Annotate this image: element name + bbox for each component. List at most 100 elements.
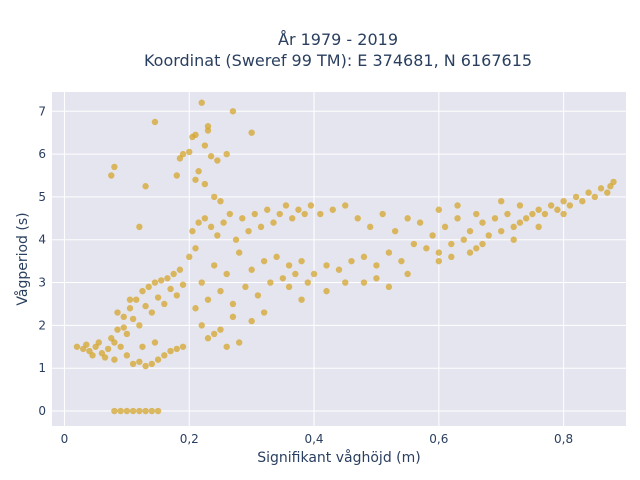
scatter-point [554,206,561,213]
scatter-point [154,294,162,301]
scatter-point [161,300,168,308]
scatter-point [435,249,443,256]
x-tick-label: 0,6 [429,432,448,446]
scatter-point [176,266,184,273]
scatter-point [201,215,209,222]
scatter-point [73,343,81,350]
scatter-point [360,279,368,286]
scatter-point [301,210,308,218]
scatter-point [591,193,599,201]
scatter-point [498,197,505,205]
scatter-point [429,232,436,239]
scatter-point [541,210,549,218]
scatter-point [610,178,617,186]
scatter-point [307,202,315,209]
scatter-point [248,129,255,136]
scatter-point [460,236,467,243]
scatter-point [226,210,234,218]
scatter-point [516,202,524,209]
scatter-point [151,118,159,126]
scatter-point [217,326,224,333]
scatter-point [117,343,124,350]
scatter-point [151,339,159,346]
scatter-point [466,249,474,256]
scatter-point [111,339,118,346]
scatter-point [248,266,255,273]
scatter-point [201,142,209,149]
scatter-point [157,277,165,284]
scatter-point [385,249,393,256]
scatter-point [354,215,361,222]
scatter-point [223,270,230,278]
scatter-point [195,168,202,175]
scatter-point [214,157,221,164]
scatter-point [192,131,199,139]
scatter-point [211,262,218,269]
scatter-point [189,227,196,235]
y-tick-label: 6 [38,147,46,161]
scatter-point [161,352,168,359]
scatter-point [479,240,486,248]
scatter-point [529,210,536,218]
scatter-point [148,309,156,316]
scatter-point [139,343,146,350]
scatter-point [148,360,156,368]
scatter-point [223,150,230,158]
y-tick-label: 1 [38,361,46,375]
scatter-point [145,283,152,291]
scatter-point [560,197,567,205]
y-tick-label: 4 [38,233,46,247]
scatter-point [148,407,156,415]
scatter-point [129,407,137,415]
scatter-point [298,257,305,265]
scatter-point [123,407,131,415]
y-tick-label: 2 [38,318,46,332]
scatter-points [73,99,617,415]
x-axis-title: Signifikant våghöjd (m) [257,449,420,466]
scatter-point [404,270,411,278]
scatter-point [217,287,224,295]
scatter-point [373,262,380,269]
y-axis-title: Vågperiod (s) [14,212,31,305]
scatter-point [235,249,243,256]
scatter-point [198,322,205,329]
scatter-point [329,206,336,213]
scatter-point [167,285,174,293]
scatter-point [217,197,224,205]
scatter-point [454,215,461,222]
scatter-point [273,253,280,261]
scatter-point [510,223,517,231]
scatter-point [295,206,302,213]
scatter-point [535,206,542,213]
scatter-point [198,279,205,286]
scatter-point [201,180,209,188]
scatter-point [289,215,296,222]
scatter-point [373,275,380,282]
scatter-point [142,407,149,415]
scatter-point [126,305,134,312]
scatter-point [104,345,112,353]
scatter-point [108,172,115,179]
scatter-point [379,210,386,218]
chart-title-line-1: År 1979 - 2019 [278,30,398,49]
scatter-point [498,227,505,235]
scatter-point [111,356,118,363]
scatter-point [126,296,134,303]
scatter-point [214,232,221,239]
scatter-point [123,352,131,359]
scatter-point [154,356,162,363]
scatter-point [310,270,318,278]
scatter-point [441,223,449,231]
scatter-point [173,172,180,179]
scatter-point [192,305,199,312]
scatter-point [192,245,199,252]
scatter-point [473,245,480,252]
scatter-point [560,210,567,218]
y-tick-label: 3 [38,276,46,290]
scatter-point [232,236,240,243]
scatter-point [242,283,249,291]
scatter-point [139,287,146,295]
scatter-point [186,253,193,261]
scatter-point [292,270,299,278]
